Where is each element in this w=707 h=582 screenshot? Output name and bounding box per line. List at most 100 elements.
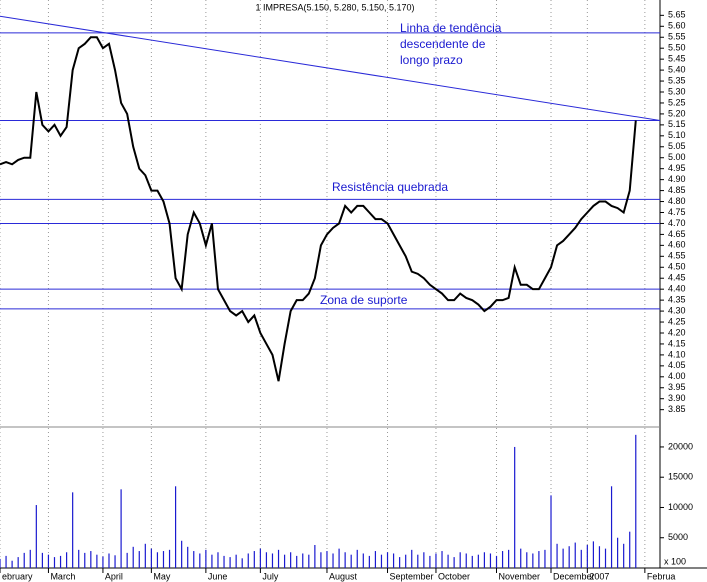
volume-bar [241,558,243,568]
y-tick-label: 3.85 [668,404,686,414]
volume-bar [211,554,213,568]
y-tick-label: 4.55 [668,251,686,261]
y-tick-label: 4.45 [668,273,686,283]
volume-bar [205,549,207,568]
volume-bar [392,553,395,568]
volume-bar [29,549,31,568]
volume-bar [308,554,310,568]
volume-bar [193,551,195,568]
x-tick-label: April [105,571,123,581]
y-tick-label: 10000 [668,502,693,512]
volume-bar [399,557,401,568]
volume-bar [629,531,631,568]
volume-bar [84,552,86,568]
y-tick-label: 4.75 [668,207,686,217]
y-tick-label: 4.85 [668,185,686,195]
y-tick-label: 4.30 [668,305,686,315]
y-tick-label: 5.55 [668,32,686,42]
y-tick-label: 5.30 [668,86,686,96]
y-tick-label: 5.05 [668,141,686,151]
volume-bar [362,553,364,568]
volume-bar [90,551,92,568]
volume-bar [501,551,504,568]
x-tick-label: March [50,571,75,581]
volume-bar [520,548,522,568]
volume-bar [120,489,122,568]
y-tick-label: 4.15 [668,338,686,348]
volume-bar [441,551,443,568]
y-tick-label: 5.10 [668,130,686,140]
volume-bar [253,551,255,568]
volume-bar [586,545,588,568]
volume-bar [344,552,346,568]
volume-bar [259,548,261,568]
volume-bar [296,555,298,568]
x-tick-label: September [390,571,434,581]
volume-bar [223,555,225,568]
volume-bar [41,552,43,568]
price-line [0,36,637,382]
volume-bar [508,549,510,568]
x-tick-label: August [329,571,358,581]
volume-unit: x 100 [664,556,686,566]
volume-bar [138,551,140,568]
y-tick-label: 4.10 [668,349,686,359]
y-tick-label: 3.90 [668,393,686,403]
volume-bar [23,552,25,568]
volume-bar [617,537,619,568]
volume-bar [495,555,498,568]
volume-bar [181,540,183,568]
y-tick-label: 15000 [668,472,693,482]
volume-bar [47,554,50,568]
volume-bar [290,552,292,568]
x-tick-label: Februa [647,571,676,581]
volume-bar [435,553,437,568]
volume-bar [17,557,19,568]
volume-bar [0,558,1,568]
volume-bar [5,555,7,568]
volume-bar [332,553,334,568]
volume-bar [368,555,370,568]
volume-bar [102,556,104,568]
volume-bar [271,553,274,568]
volume-bar [11,560,13,568]
volume-bar [96,554,98,568]
volume-bar [187,546,189,568]
y-tick-label: 5.15 [668,119,686,129]
y-tick-label: 4.40 [668,284,686,294]
volume-bar [338,548,340,568]
volume-bar [320,552,322,568]
y-tick-label: 20000 [668,441,693,451]
volume-bar [150,548,152,568]
y-tick-label: 4.80 [668,196,686,206]
volume-bar [417,554,419,568]
y-tick-label: 4.70 [668,218,686,228]
volume-bar [453,557,455,568]
volume-bar [174,486,177,568]
annotation: Zona de suporte [320,293,408,307]
volume-bar [247,553,249,568]
y-tick-label: 4.60 [668,240,686,250]
volume-bar [526,552,528,568]
y-tick-label: 5.20 [668,108,686,118]
x-tick-label: July [262,571,279,581]
volume-bar [314,545,316,568]
volume-bar [411,549,413,568]
volume-bar [471,555,473,568]
y-tick-label: 4.90 [668,174,686,184]
y-tick-label: 3.95 [668,382,686,392]
volume-bar [405,554,407,568]
y-tick-label: 5.35 [668,75,686,85]
x-tick-label: 2007 [589,571,609,581]
x-tick-label: December [553,571,595,581]
volume-bar [283,554,286,568]
y-tick-label: 4.65 [668,229,686,239]
annotation: descendente de [400,37,486,51]
volume-bar [532,553,534,568]
volume-bar [556,543,558,568]
y-tick-label: 4.25 [668,316,686,326]
volume-bar [604,548,607,568]
volume-bar [156,552,159,568]
